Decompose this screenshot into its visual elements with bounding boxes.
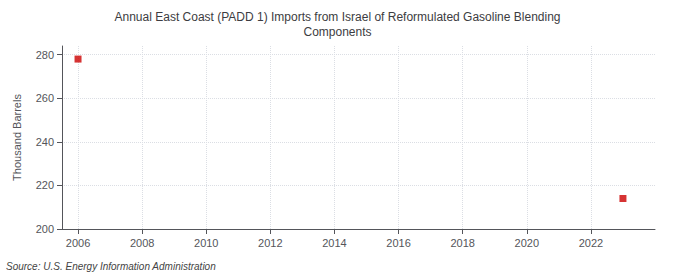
- svg-text:280: 280: [36, 49, 54, 61]
- svg-text:2006: 2006: [66, 237, 90, 249]
- svg-text:2016: 2016: [386, 237, 410, 249]
- svg-text:2012: 2012: [258, 237, 282, 249]
- svg-text:2022: 2022: [579, 237, 603, 249]
- svg-text:2008: 2008: [130, 237, 154, 249]
- svg-text:2020: 2020: [515, 237, 539, 249]
- svg-text:2018: 2018: [450, 237, 474, 249]
- svg-text:Annual East Coast (PADD 1) Imp: Annual East Coast (PADD 1) Imports from …: [115, 10, 561, 24]
- svg-text:2010: 2010: [194, 237, 218, 249]
- svg-text:Components: Components: [303, 25, 371, 39]
- svg-text:Source: U.S. Energy Informatio: Source: U.S. Energy Information Administ…: [6, 261, 216, 272]
- svg-text:Thousand Barrels: Thousand Barrels: [11, 94, 23, 181]
- svg-text:2014: 2014: [322, 237, 346, 249]
- svg-text:200: 200: [36, 223, 54, 235]
- svg-text:220: 220: [36, 179, 54, 191]
- svg-text:240: 240: [36, 136, 54, 148]
- svg-text:260: 260: [36, 92, 54, 104]
